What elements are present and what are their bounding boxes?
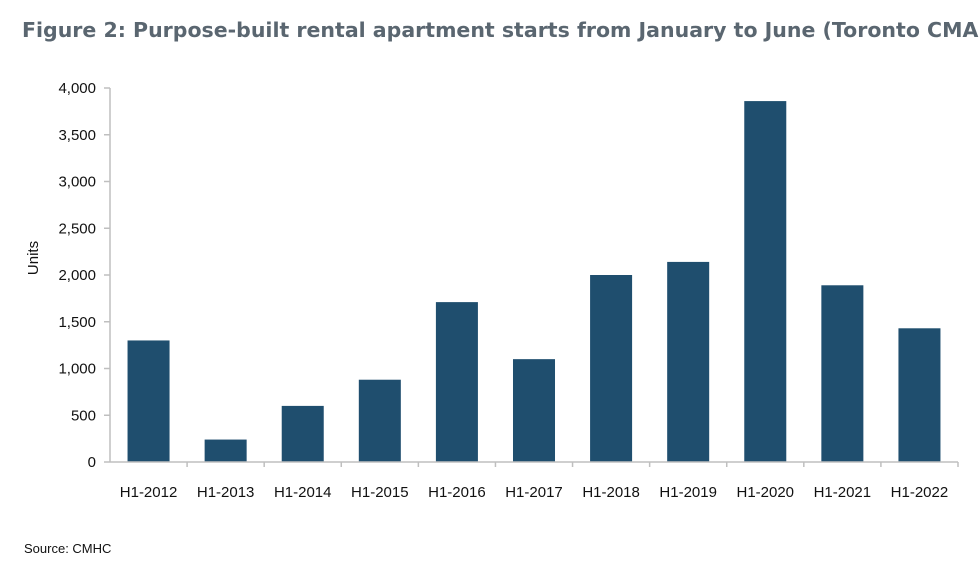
x-tick-label: H1-2012 [120,484,178,501]
bar-h1-2016 [435,302,478,462]
x-tick-label: H1-2019 [659,484,717,501]
x-tick-label: H1-2018 [582,484,640,501]
y-tick-label: 2,500 [58,220,96,237]
x-axis: H1-2012 H1-2013 H1-2014 H1-2015 H1-2016 H1-20… [110,461,959,501]
y-axis: 0 500 1,000 1,500 2,000 2,500 3,000 3,500 4,000 [58,80,111,471]
x-tick-label: H1-2014 [274,484,332,501]
x-tick-label: H1-2017 [505,484,563,501]
x-tick-label: H1-2015 [351,484,409,501]
bar-h1-2012 [127,340,170,462]
bar-h1-2017 [512,359,556,462]
bar-h1-2022 [898,328,941,462]
bar-h1-2014 [281,405,324,462]
bar-h1-2015 [358,379,401,462]
y-tick-label: 1,500 [58,314,96,331]
x-tick-label: H1-2020 [736,484,794,501]
bar-h1-2020 [744,101,787,462]
y-tick-label: 0 [88,454,96,471]
x-tick-label: H1-2022 [891,484,949,501]
bar-h1-2013 [204,439,247,462]
x-tick-label: H1-2021 [814,484,872,501]
y-tick-label: 2,000 [58,267,96,284]
bar-h1-2019 [667,261,710,462]
x-tick-label: H1-2013 [197,484,255,501]
bar-h1-2018 [590,275,633,462]
y-tick-label: 4,000 [58,80,96,97]
y-tick-label: 3,000 [58,174,96,191]
chart-title: Figure 2: Purpose-built rental apartment… [22,18,980,42]
source-note: Source: CMHC [24,541,112,556]
y-axis-title: Units [25,241,42,275]
bar-h1-2021 [821,285,864,462]
y-tick-label: 3,500 [58,127,96,144]
x-tick-label: H1-2016 [428,484,486,501]
bar-series [127,101,941,462]
y-tick-label: 500 [71,407,96,424]
y-tick-label: 1,000 [58,361,96,378]
